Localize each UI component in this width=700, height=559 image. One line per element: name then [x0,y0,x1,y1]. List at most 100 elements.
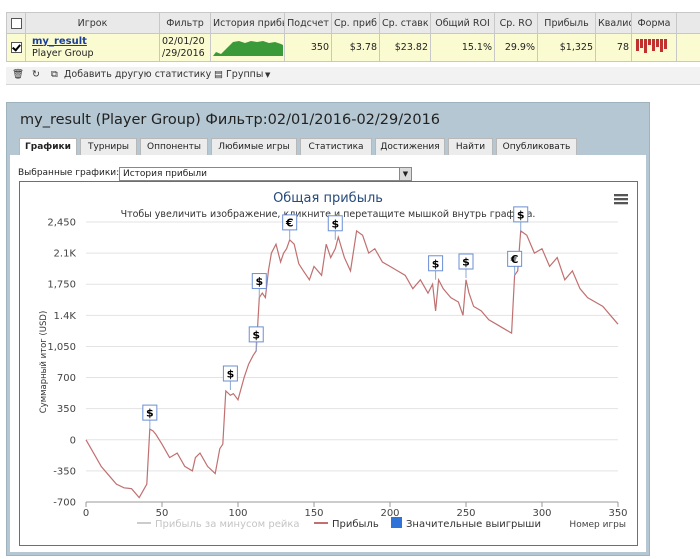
x-tick-label: 200 [380,508,399,519]
filter-line-1: 02/01/20 [162,35,205,47]
header-form[interactable]: Форма [631,12,677,34]
big-win-label: € [510,253,519,266]
tab-achievements[interactable]: Достижения [375,138,445,155]
header-filter[interactable]: Фильтр [159,12,211,34]
select-all-checkbox[interactable] [10,17,22,29]
chevron-down-icon[interactable]: ▼ [265,71,271,79]
x-tick-label: 300 [532,508,551,519]
avg-roi-cell: 29.9% [494,33,538,62]
form-cell [631,33,677,62]
big-win-marker [248,326,264,343]
big-win-label: $ [462,256,470,269]
y-tick-label: 2,450 [47,218,76,229]
player-panel: my_result (Player Group) Фильтр:02/01/20… [6,102,650,556]
filter-cell: 02/01/20 /29/2016 [159,33,211,62]
panel-content: Выбранные графики: История прибыли ▼ Общ… [10,155,646,552]
big-win-label: $ [517,208,525,221]
x-tick-label: 250 [456,508,475,519]
tab-publish[interactable]: Опубликовать [496,138,577,155]
big-win-marker [282,214,298,231]
y-tick-label: 1.4K [54,311,77,322]
y-tick-label: 2.1K [54,249,77,260]
big-win-marker [327,215,343,232]
legend-rake-label: Прибыль за минусом рейка [155,519,300,530]
row-checkbox[interactable] [10,42,22,53]
big-win-marker [458,253,474,270]
big-win-marker [142,404,158,421]
header-avg-stake[interactable]: Ср. ставк [379,12,431,34]
trash-icon[interactable]: 🗑 [12,69,25,80]
chart-select-value: История прибыли [123,169,207,179]
big-win-marker [507,250,523,267]
big-win-label: $ [331,217,339,230]
refresh-icon[interactable]: ↻ [32,69,40,80]
x-tick-label: 0 [83,508,89,519]
big-win-marker [428,255,444,272]
x-tick-label: 100 [228,508,247,519]
header-player[interactable]: Игрок [25,12,160,34]
filter-line-2: /29/2016 [162,47,205,59]
player-link[interactable]: my_result [32,35,87,47]
chart-select[interactable]: История прибыли ▼ [119,167,412,181]
big-win-label: € [285,216,294,229]
panel-title: my_result (Player Group) Фильтр:02/01/20… [20,112,441,128]
header-qualis[interactable]: Квалис [595,12,632,34]
y-tick-label: 0 [70,435,76,446]
header-profit-history[interactable]: История прибы [210,12,285,34]
big-win-marker [513,206,529,223]
tab-charts[interactable]: Графики [19,138,77,156]
profit-sparkline [213,41,283,56]
header-select-all[interactable] [6,12,26,34]
legend-wins-swatch [391,517,402,528]
profit-chart[interactable]: Общая прибыль Чтобы увеличить изображение… [20,182,637,545]
groups-dropdown[interactable]: Группы [226,69,264,80]
qualis-cell: 78 [595,33,632,62]
big-win-label: $ [255,275,263,288]
y-tick-label: 700 [57,373,76,384]
header-profit[interactable]: Прибыль [537,12,596,34]
player-cell: my_result Player Group [25,33,160,62]
tab-opponents[interactable]: Оппоненты [140,138,208,155]
add-stats-link[interactable]: Добавить другую статистику [64,69,212,80]
tab-tournaments[interactable]: Турниры [80,138,137,155]
avg-profit-cell: $3.78 [331,33,380,62]
y-tick-label: -350 [53,466,76,477]
y-tick-label: -700 [53,498,76,509]
y-tick-label: 1,050 [47,342,76,353]
tab-statistics[interactable]: Статистика [300,138,372,155]
chart-menu-icon[interactable] [614,194,628,205]
x-tick-label: 150 [304,508,323,519]
avg-stake-cell: $23.82 [379,33,431,62]
table-row[interactable]: my_result Player Group 02/01/20 /29/2016… [6,33,700,62]
header-avg-profit[interactable]: Ср. приб [331,12,380,34]
y-axis-label: Суммарный итог (USD) [39,311,49,414]
legend-profit-label: Прибыль [332,519,379,530]
x-axis-label: Номер игры [569,520,626,530]
header-avg-roi[interactable]: Ср. RO [494,12,538,34]
stats-table: Игрок Фильтр История прибы Подсчет Ср. п… [6,12,700,62]
big-win-label: $ [146,407,154,420]
tab-favorite-games[interactable]: Любимые игры [211,138,297,155]
header-extra [676,12,700,34]
big-win-label: $ [252,328,260,341]
header-count[interactable]: Подсчет [284,12,332,34]
total-roi-cell: 15.1% [430,33,495,62]
profit-history-cell [210,33,285,62]
chart-subtitle: Чтобы увеличить изображение, кликните и … [121,209,536,220]
chevron-down-icon[interactable]: ▼ [399,168,411,180]
selected-charts-label: Выбранные графики: [18,168,120,178]
count-cell: 350 [284,33,332,62]
tab-find[interactable]: Найти [448,138,493,155]
big-win-label: $ [227,368,235,381]
header-total-roi[interactable]: Общий ROI [430,12,495,34]
big-win-marker [222,365,238,382]
y-tick-label: 1,750 [47,280,76,291]
chart-title: Общая прибыль [273,191,383,206]
stats-toolbar: 🗑 ↻ ⧉ Добавить другую статистику ▤ Групп… [6,67,700,85]
big-win-label: $ [432,257,440,270]
extra-cell [676,33,700,62]
chart-frame: Общая прибыль Чтобы увеличить изображение… [19,181,638,546]
header-row: Игрок Фильтр История прибы Подсчет Ср. п… [6,12,700,34]
row-checkbox-cell[interactable] [6,33,26,62]
y-tick-label: 350 [57,404,76,415]
